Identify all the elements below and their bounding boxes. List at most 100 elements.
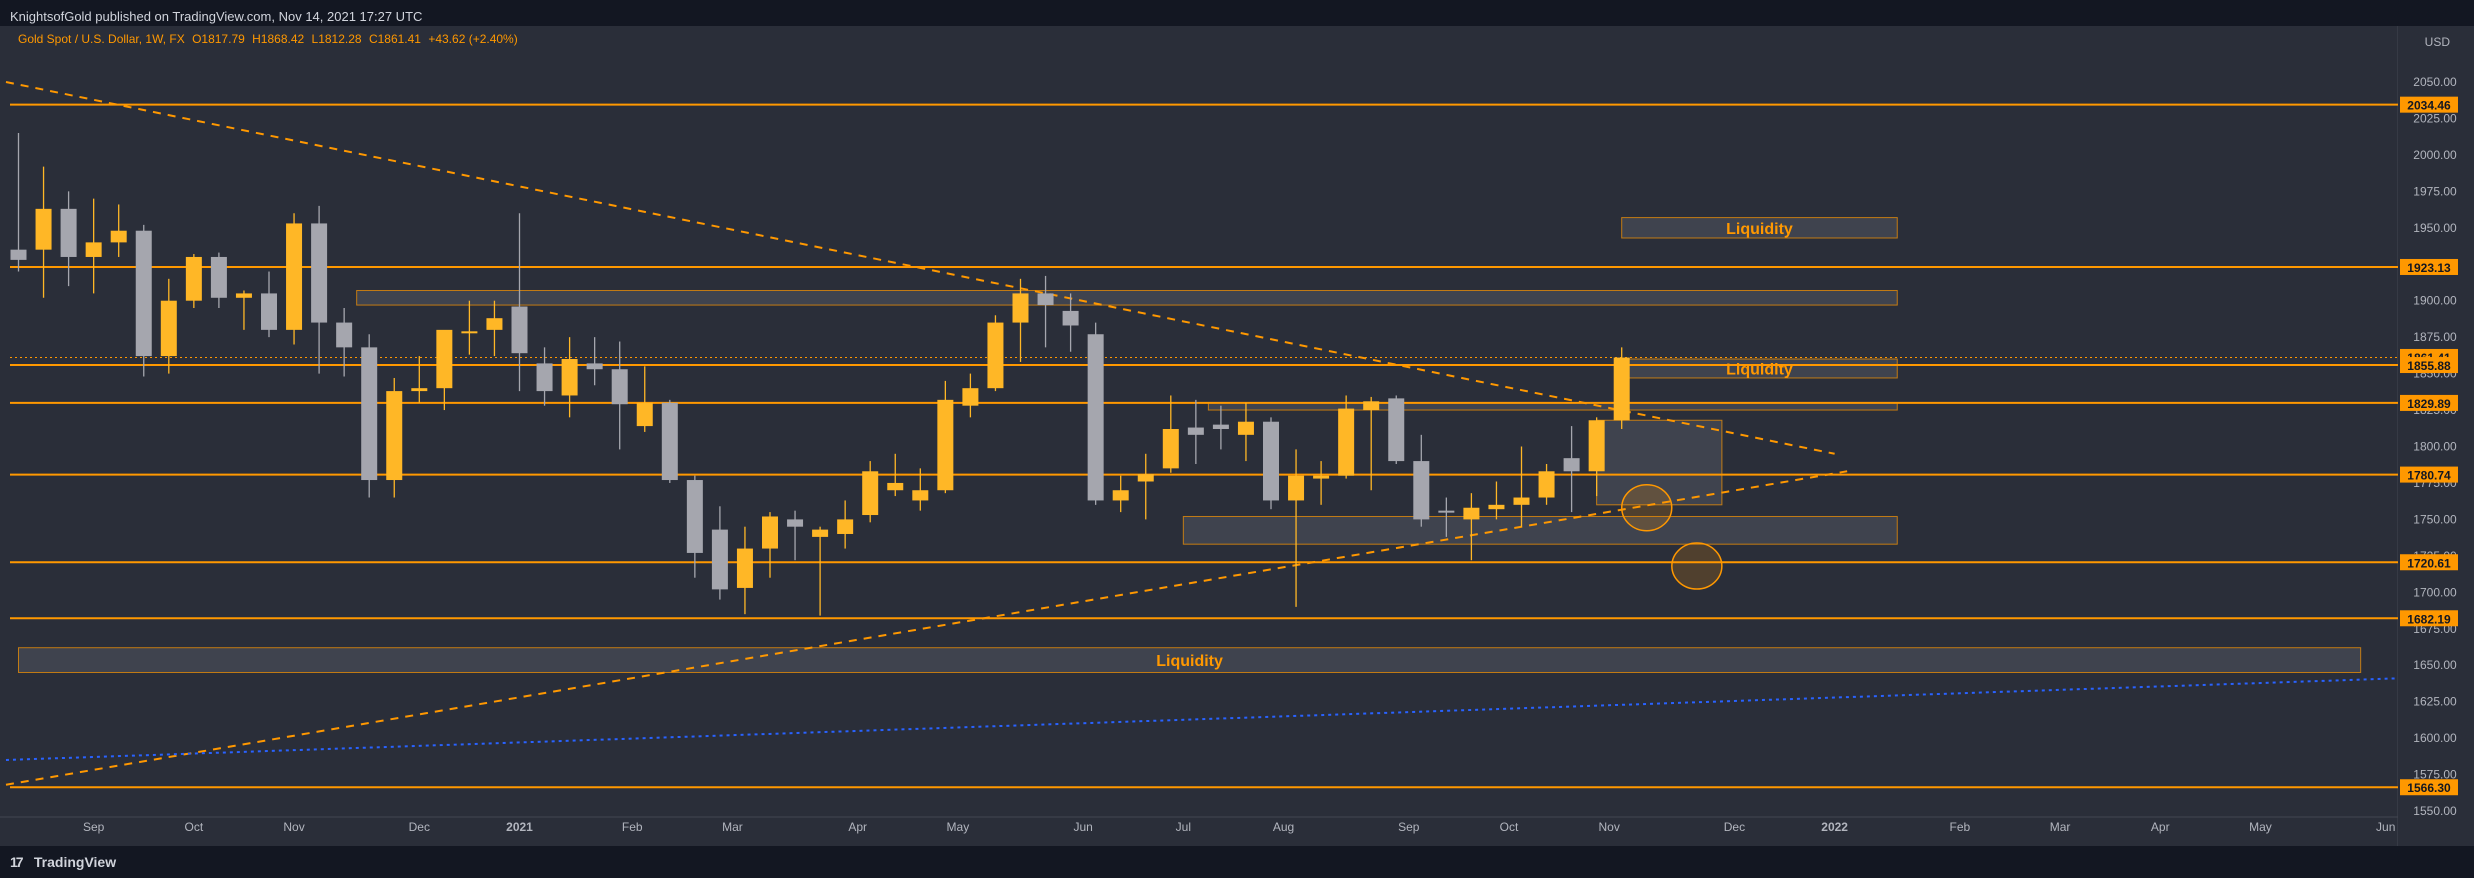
candle-body xyxy=(1237,421,1254,435)
candle-body xyxy=(135,230,152,357)
time-tick-label: Oct xyxy=(185,820,204,834)
legend-close: C1861.41 xyxy=(368,32,421,46)
zone-label: Liquidity xyxy=(1156,653,1223,670)
candle-body xyxy=(1187,427,1204,435)
candle-body xyxy=(1463,507,1480,520)
trendline xyxy=(5,81,1835,455)
candle-body xyxy=(1538,471,1555,498)
price-tick-label: 1550.00 xyxy=(2413,804,2457,818)
time-tick-label: Nov xyxy=(283,820,304,834)
price-tick-label: 1750.00 xyxy=(2413,512,2457,526)
price-label-text: 1720.61 xyxy=(2407,556,2451,570)
candle-body xyxy=(1338,408,1355,476)
candle-body xyxy=(210,256,227,298)
time-tick-label: Nov xyxy=(1599,820,1620,834)
candle-body xyxy=(411,388,428,392)
candle-body xyxy=(60,208,77,257)
price-label-badge xyxy=(2400,466,2458,483)
price-label-text: 2034.46 xyxy=(2407,99,2451,113)
legend-open: O1817.79 xyxy=(192,32,245,46)
candle-body xyxy=(235,293,252,298)
candle-body xyxy=(1062,310,1079,326)
price-tick-label: 1950.00 xyxy=(2413,221,2457,235)
candle-body xyxy=(1388,398,1405,462)
time-tick-label: Apr xyxy=(2151,820,2170,834)
price-label-text: 1682.19 xyxy=(2407,612,2451,626)
tradingview-mark-icon: 17 xyxy=(10,854,24,870)
candle-body xyxy=(812,529,829,537)
liquidity-zone xyxy=(18,647,2362,673)
price-label-badge xyxy=(2400,96,2458,113)
trendline xyxy=(5,470,1848,786)
currency-label: USD xyxy=(2425,35,2451,49)
price-label-badge xyxy=(2400,357,2458,374)
candle-body xyxy=(1087,334,1104,501)
candle-body xyxy=(511,306,528,354)
time-tick-label: Feb xyxy=(622,820,643,834)
candle-body xyxy=(185,256,202,301)
candle-body xyxy=(361,347,378,481)
candle-body xyxy=(586,363,603,370)
time-tick-label: 2022 xyxy=(1821,820,1848,834)
price-tick-label: 1875.00 xyxy=(2413,330,2457,344)
price-label-text: 1829.89 xyxy=(2407,397,2451,411)
candle-body xyxy=(636,402,653,427)
candle-body xyxy=(261,293,277,330)
time-tick-label: Sep xyxy=(83,820,105,834)
candle-body xyxy=(611,369,628,405)
candlesticks xyxy=(10,133,1630,616)
footer-bar: 17 TradingView xyxy=(0,846,2474,878)
candle-body xyxy=(1413,461,1430,520)
candle-body xyxy=(1263,421,1279,501)
price-tick-label: 1650.00 xyxy=(2413,658,2457,672)
time-tick-label: Dec xyxy=(1724,820,1745,834)
candle-body xyxy=(386,391,403,481)
candle-body xyxy=(286,223,303,330)
price-label-badge xyxy=(2400,258,2458,275)
candle-body xyxy=(1313,475,1330,479)
horizontal-levels xyxy=(10,103,2398,789)
candle-body xyxy=(1513,497,1530,505)
brand-name: TradingView xyxy=(33,854,117,870)
price-label-badge xyxy=(2400,394,2458,411)
candle-body xyxy=(1288,475,1305,501)
candle-body xyxy=(486,318,503,330)
price-axis[interactable]: USD 1550.00 1575.00 1600.00 1625.00 1650.00 16… xyxy=(2398,26,2474,846)
tradingview-logo[interactable]: 17 TradingView xyxy=(10,854,116,870)
candle-body xyxy=(536,363,553,392)
candle-body xyxy=(686,480,703,553)
time-tick-label: May xyxy=(947,820,970,834)
price-axis-background xyxy=(2398,26,2474,846)
chart-background xyxy=(0,26,2474,846)
highlight-circle xyxy=(1671,542,1723,590)
candle-body xyxy=(661,402,678,481)
liquidity-zone xyxy=(1596,419,1723,506)
candle-body xyxy=(336,322,353,348)
time-tick-label: Sep xyxy=(1398,820,1420,834)
time-tick-label: Oct xyxy=(1500,820,1519,834)
legend-change: +43.62 (+2.40%) xyxy=(428,32,518,46)
legend-symbol: Gold Spot / U.S. Dollar, 1W, FX xyxy=(18,32,185,46)
price-label-text: 1780.74 xyxy=(2407,469,2451,483)
candle-body xyxy=(561,359,578,396)
candle-body xyxy=(311,223,328,323)
time-tick-label: Jun xyxy=(1073,820,1092,834)
candle-body xyxy=(1588,420,1605,472)
candle-body xyxy=(711,529,728,590)
price-tick-label: 1625.00 xyxy=(2413,695,2457,709)
candle-body xyxy=(35,208,52,250)
candle-body xyxy=(10,249,27,260)
candle-body xyxy=(1563,458,1580,472)
candle-body xyxy=(1037,293,1054,306)
time-tick-label: Feb xyxy=(1950,820,1971,834)
price-label-text: 1855.88 xyxy=(2407,359,2451,373)
highlight-circle xyxy=(1621,483,1673,532)
time-axis[interactable]: Sep Oct Nov Dec 2021 Feb Mar Apr May Jun Jul Aug Sep… xyxy=(83,820,2395,834)
candle-body xyxy=(461,331,478,334)
time-tick-label: Dec xyxy=(409,820,430,834)
time-tick-label: Apr xyxy=(848,820,867,834)
time-tick-label: Aug xyxy=(1273,820,1294,834)
candle-body xyxy=(1012,293,1029,323)
